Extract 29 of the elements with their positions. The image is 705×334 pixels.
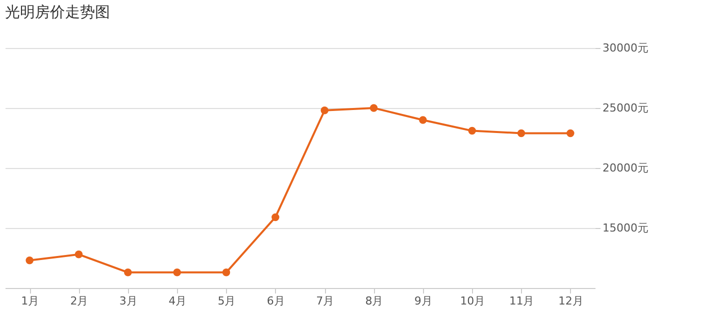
point: [566, 129, 574, 138]
x-tick-label: 7月: [316, 294, 334, 308]
point: [222, 268, 230, 276]
y-tick-label: 30000元: [602, 42, 648, 54]
point: [517, 129, 526, 138]
y-tick-label: 25000元: [602, 102, 648, 114]
point: [468, 126, 476, 135]
point: [173, 268, 181, 276]
x-tick-label: 5月: [218, 294, 236, 308]
point: [419, 116, 427, 124]
x-tick-label: 3月: [119, 294, 138, 308]
point: [370, 104, 378, 112]
x-tick-label: 10月: [460, 294, 486, 308]
chart-title: 光明房价走势图: [5, 3, 110, 21]
point: [74, 250, 83, 258]
x-tick-label: 12月: [558, 294, 584, 308]
x-tick-label: 6月: [266, 294, 285, 308]
point: [26, 256, 34, 264]
y-tick-label: 20000元: [602, 162, 648, 174]
point: [272, 213, 280, 222]
y-tick-label: 15000元: [602, 222, 648, 234]
x-tick-label: 9月: [414, 294, 432, 308]
point: [320, 106, 328, 114]
x-tick-label: 11月: [509, 294, 534, 308]
x-tick-label: 4月: [168, 294, 187, 308]
x-tick-label: 2月: [70, 294, 88, 308]
x-tick-label: 8月: [365, 294, 384, 308]
point: [124, 268, 132, 276]
x-tick-label: 1月: [21, 294, 40, 308]
